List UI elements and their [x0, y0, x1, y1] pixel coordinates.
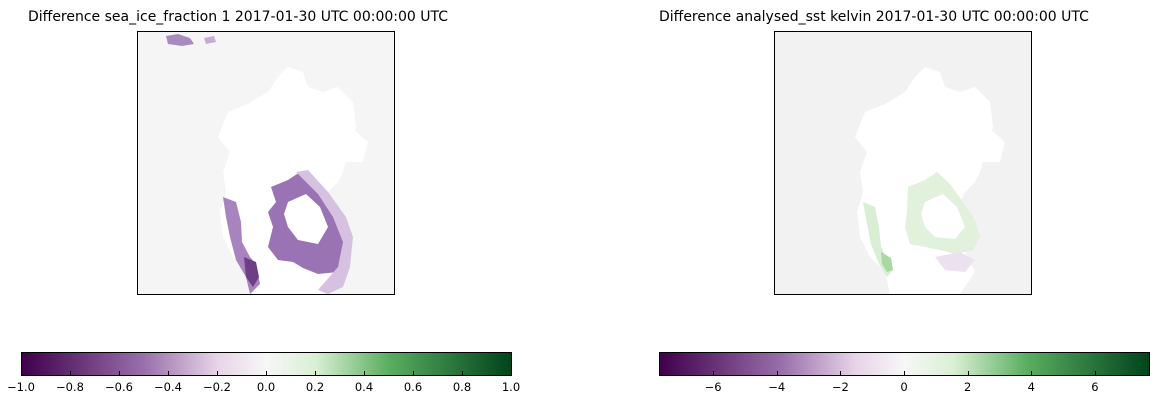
colorbar-tick-mark	[315, 371, 316, 376]
colorbar-tick-label: 0.2	[305, 380, 325, 394]
sst-colorbar-ticks: −6 −4 −2 0 2 4 6	[659, 371, 1150, 398]
colorbar-tick-label: 2	[963, 380, 972, 394]
ice-central-light	[296, 170, 353, 294]
colorbar-tick-label: 4	[1027, 380, 1035, 394]
colorbar-tick-label: −4	[768, 380, 786, 394]
colorbar-tick-label: −6	[704, 380, 722, 394]
colorbar-tick-mark	[904, 371, 905, 376]
colorbar-tick-label: −0.2	[203, 380, 231, 394]
colorbar-tick-mark	[168, 371, 169, 376]
colorbar-tick-mark	[364, 371, 365, 376]
sst-coastal-strong	[881, 252, 893, 272]
colorbar-tick-mark	[511, 371, 512, 376]
colorbar-tick-label: −2	[831, 380, 849, 394]
sst-negative-patch	[935, 252, 975, 272]
colorbar-tick-mark	[413, 371, 414, 376]
colorbar-tick-mark	[967, 371, 969, 376]
colorbar-tick-label: 0.8	[452, 380, 472, 394]
colorbar-tick-mark	[1094, 371, 1096, 376]
analysed-sst-map	[774, 31, 1032, 295]
colorbar-tick-mark	[217, 371, 218, 376]
colorbar-tick-label: 1.0	[501, 380, 521, 394]
colorbar-tick-label: 6	[1091, 380, 1099, 394]
ice-top-patch	[166, 34, 194, 46]
ice-top-patch-2	[204, 36, 216, 44]
colorbar-tick-label: 0	[900, 380, 908, 394]
right-panel-title: Difference analysed_sst kelvin 2017-01-3…	[659, 9, 1089, 25]
colorbar-tick-mark	[462, 371, 463, 376]
sea-ice-colorbar-ticks: −1.0 −0.8 −0.6 −0.4 −0.2 0.0 0.2 0.4 0.6 0.8 1.0	[7, 371, 520, 398]
colorbar-tick-mark	[119, 371, 120, 376]
sea-ice-fraction-map	[137, 31, 395, 295]
colorbar-tick-mark	[266, 371, 267, 376]
land-region-small	[326, 124, 368, 162]
colorbar-tick-label: 0.0	[256, 380, 276, 394]
colorbar-tick-label: −0.6	[105, 380, 133, 394]
colorbar-tick-label: −1.0	[7, 380, 35, 394]
ice-hole	[284, 194, 328, 244]
colorbar-tick-label: −0.8	[56, 380, 84, 394]
sea-ice-map-svg	[138, 32, 394, 294]
ice-coastal-dark	[244, 257, 259, 287]
colorbar-tick-mark	[1031, 371, 1033, 376]
colorbar-tick-mark	[713, 371, 715, 376]
sst-hole	[921, 194, 965, 239]
land-region-small	[963, 124, 1005, 162]
sst-map-svg	[775, 32, 1031, 294]
left-panel-title: Difference sea_ice_fraction 1 2017-01-30…	[28, 9, 448, 25]
colorbar-tick-mark	[776, 371, 778, 376]
colorbar-tick-mark	[840, 371, 842, 376]
colorbar-tick-label: 0.4	[354, 380, 374, 394]
colorbar-tick-mark	[70, 371, 71, 376]
colorbar-tick-mark	[21, 371, 22, 376]
colorbar-tick-label: −0.4	[154, 380, 182, 394]
colorbar-tick-label: 0.6	[403, 380, 423, 394]
